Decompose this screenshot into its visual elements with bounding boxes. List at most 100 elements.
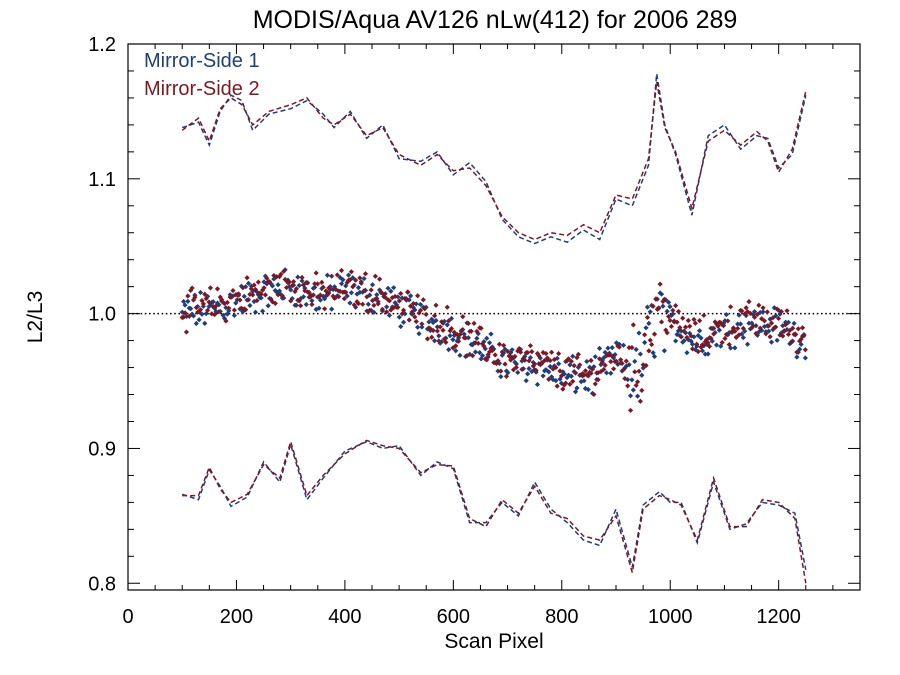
data-point [591, 391, 597, 398]
data-point [588, 357, 594, 364]
data-point [574, 385, 580, 391]
data-point [296, 282, 302, 289]
data-point [609, 353, 615, 359]
data-point [730, 325, 737, 331]
data-point [386, 312, 393, 318]
data-point [329, 306, 335, 312]
data-point [750, 323, 756, 329]
data-point [732, 328, 738, 334]
data-point [708, 335, 714, 341]
data-point [312, 284, 318, 290]
data-point [657, 281, 663, 287]
data-point [223, 305, 229, 311]
data-point [536, 353, 542, 359]
data-point [585, 373, 591, 379]
data-point [243, 307, 249, 313]
data-point [398, 290, 404, 297]
data-point [749, 325, 755, 331]
data-point [271, 272, 277, 279]
data-point [534, 381, 541, 388]
y-tick-label: 1.2 [88, 34, 116, 56]
data-point [658, 319, 665, 325]
data-point [288, 287, 294, 293]
data-point [299, 274, 305, 281]
data-point [794, 354, 800, 360]
data-point [210, 299, 216, 305]
data-point [795, 326, 801, 332]
data-point [716, 327, 722, 333]
data-point [668, 323, 675, 330]
data-point [361, 288, 367, 294]
x-tick-label: 800 [545, 606, 578, 628]
data-point [503, 368, 510, 374]
legend: Mirror-Side 1 Mirror-Side 2 [144, 50, 260, 100]
data-point [422, 306, 428, 312]
data-point [605, 345, 611, 351]
data-point [410, 300, 417, 307]
data-point [744, 341, 751, 347]
data-point [561, 371, 567, 377]
data-point [646, 348, 652, 354]
data-point [348, 269, 354, 275]
data-point [684, 350, 690, 356]
data-point [667, 317, 673, 324]
data-point [324, 292, 331, 298]
data-point [751, 308, 758, 315]
data-point [264, 275, 270, 281]
data-point [282, 276, 288, 283]
data-point [412, 314, 418, 320]
data-point [272, 300, 278, 306]
data-point [709, 338, 715, 344]
data-point [742, 311, 748, 317]
data-point [644, 304, 651, 310]
data-point [248, 286, 254, 292]
data-point [622, 376, 628, 382]
data-point [306, 289, 312, 295]
data-point [584, 358, 590, 365]
y-tick-label: 1.1 [88, 169, 116, 191]
data-point [353, 277, 359, 283]
data-point [735, 325, 741, 332]
data-point [275, 292, 281, 298]
data-point [510, 367, 517, 373]
data-point [465, 320, 472, 327]
data-point [364, 294, 370, 300]
data-point [770, 315, 776, 321]
data-point [310, 292, 316, 298]
data-point [615, 361, 621, 368]
data-point [726, 330, 732, 336]
data-point [231, 307, 237, 313]
data-point [182, 302, 188, 308]
data-point [681, 328, 687, 334]
data-point [244, 275, 250, 281]
data-point [369, 297, 376, 304]
data-point [443, 339, 449, 345]
data-point [309, 301, 315, 308]
data-point [685, 317, 691, 324]
data-point [570, 378, 576, 384]
data-point [532, 361, 538, 367]
data-point [362, 271, 369, 277]
data-point [395, 304, 401, 311]
data-point [348, 290, 354, 296]
data-point [739, 308, 745, 314]
data-point [529, 349, 535, 355]
data-point [705, 351, 711, 357]
data-point [193, 320, 199, 327]
data-point [791, 320, 797, 326]
data-point [670, 311, 676, 317]
data-point [596, 356, 603, 362]
data-point [303, 301, 309, 308]
data-point [384, 309, 390, 315]
data-point [509, 354, 515, 360]
data-point [499, 349, 505, 355]
data-point [544, 355, 550, 361]
data-point [743, 305, 749, 311]
data-point [553, 377, 559, 384]
data-point [475, 331, 481, 337]
data-point [519, 358, 525, 364]
data-point [753, 323, 759, 329]
data-point [340, 289, 346, 295]
data-point [196, 317, 202, 323]
data-point [751, 314, 758, 320]
